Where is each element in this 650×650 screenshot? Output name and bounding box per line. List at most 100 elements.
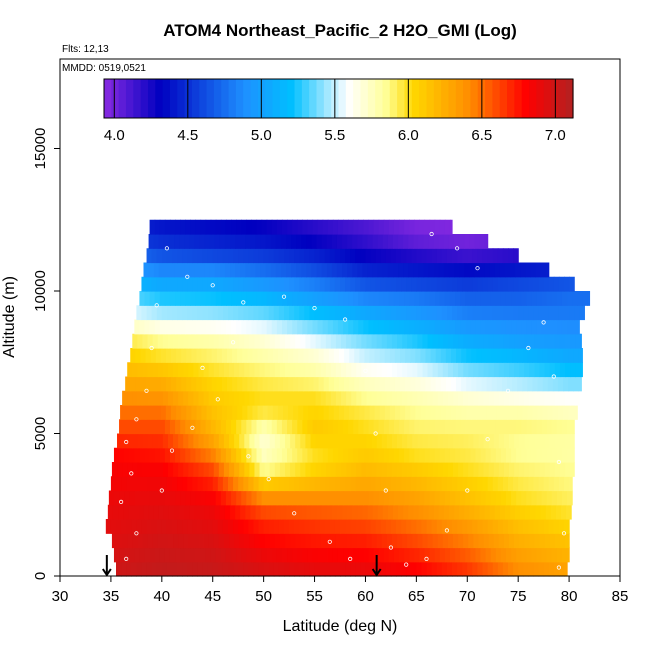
heatmap-cell	[569, 305, 575, 321]
heatmap-cell	[410, 405, 416, 420]
heatmap-cell	[396, 561, 402, 577]
heatmap-cell	[177, 476, 183, 492]
heatmap-cell	[217, 248, 224, 264]
heatmap-cell	[367, 234, 374, 249]
heatmap-cell	[291, 262, 297, 278]
heatmap-cell	[299, 519, 305, 534]
heatmap-cell	[353, 419, 359, 435]
heatmap-cell	[335, 462, 342, 477]
heatmap-cell	[535, 262, 542, 278]
heatmap-cell	[500, 490, 507, 506]
heatmap-cell	[538, 305, 545, 321]
heatmap-cell	[362, 262, 369, 278]
heatmap-cell	[139, 419, 146, 435]
heatmap-cell	[161, 476, 168, 492]
heatmap-cell	[526, 547, 533, 563]
heatmap-cell	[378, 419, 385, 435]
heatmap-cell	[166, 248, 173, 264]
flight-track-point	[388, 545, 393, 550]
heatmap-cell	[320, 333, 327, 349]
x-axis: 30 35 40 45 50 55 60 65 70 75 80 85	[52, 576, 628, 605]
heatmap-cell	[139, 447, 146, 463]
heatmap-cell	[446, 519, 453, 534]
heatmap-cell	[502, 305, 509, 321]
heatmap-cell	[455, 547, 461, 563]
heatmap-cell	[352, 234, 358, 249]
heatmap-cell	[317, 447, 324, 463]
heatmap-cell	[498, 362, 505, 378]
heatmap-cell	[417, 462, 424, 477]
heatmap-cell	[472, 276, 479, 292]
heatmap-cell	[334, 305, 341, 321]
heatmap-cell	[200, 291, 207, 306]
heatmap-cell	[492, 248, 499, 264]
heatmap-cell	[274, 390, 281, 406]
heatmap-cell	[355, 476, 361, 492]
heatmap-cell	[307, 447, 314, 463]
heatmap-cell	[387, 234, 394, 249]
heatmap-cell	[447, 333, 454, 349]
heatmap-cells	[105, 219, 591, 577]
heatmap-cell	[160, 348, 167, 363]
y-tick-label: 10000	[32, 270, 49, 312]
heatmap-cell	[305, 362, 312, 378]
heatmap-cell	[268, 561, 275, 577]
heatmap-cell	[472, 561, 479, 577]
heatmap-cell	[210, 447, 217, 463]
heatmap-cell	[419, 447, 426, 463]
heatmap-cell	[366, 333, 373, 349]
heatmap-cell	[243, 561, 249, 577]
heatmap-cell	[271, 419, 278, 435]
heatmap-cell	[124, 490, 130, 506]
heatmap-cell	[314, 248, 321, 264]
heatmap-cell	[399, 291, 405, 306]
heatmap-cell	[533, 519, 540, 534]
heatmap-cell	[426, 305, 433, 321]
heatmap-cell	[324, 561, 331, 577]
heatmap-cell	[442, 333, 449, 349]
heatmap-cell	[481, 405, 488, 420]
heatmap-cell	[197, 561, 204, 577]
heatmap-cell	[215, 319, 222, 335]
heatmap-cell	[402, 362, 408, 378]
heatmap-cell	[292, 447, 298, 463]
heatmap-cell	[445, 348, 452, 363]
heatmap-cell	[409, 291, 415, 306]
heatmap-cell	[271, 291, 278, 306]
x-tick-label: 35	[103, 588, 120, 605]
heatmap-cell	[393, 419, 400, 435]
heatmap-cell	[305, 433, 312, 449]
heatmap-cell	[361, 433, 368, 449]
heatmap-cell	[420, 376, 427, 392]
heatmap-cell	[136, 305, 143, 321]
heatmap-cell	[362, 504, 369, 520]
heatmap-cell	[285, 462, 291, 477]
heatmap-cell	[406, 305, 412, 321]
heatmap-cell	[152, 433, 159, 449]
heatmap-cell	[217, 476, 224, 492]
heatmap-cell	[142, 462, 149, 477]
heatmap-cell	[460, 291, 466, 306]
heatmap-cell	[238, 305, 244, 321]
heatmap-cell	[405, 405, 411, 420]
heatmap-cell	[143, 504, 150, 520]
heatmap-cell	[539, 433, 546, 449]
heatmap-cell	[153, 262, 160, 278]
heatmap-cell	[212, 305, 219, 321]
heatmap-cell	[390, 561, 397, 577]
heatmap-cell	[495, 291, 502, 306]
heatmap-cell	[582, 291, 589, 306]
heatmap-cell	[337, 291, 344, 306]
heatmap-cell	[492, 276, 499, 292]
heatmap-cell	[303, 348, 310, 363]
heatmap-cell	[270, 234, 277, 249]
heatmap-cell	[154, 319, 161, 335]
heatmap-cell	[421, 248, 428, 264]
heatmap-cell	[562, 376, 569, 392]
heatmap-cell	[332, 547, 339, 563]
heatmap-cell	[187, 276, 193, 292]
heatmap-cell	[335, 333, 342, 349]
heatmap-cell	[343, 447, 349, 463]
heatmap-cell	[186, 376, 192, 392]
heatmap-cell	[222, 519, 229, 534]
